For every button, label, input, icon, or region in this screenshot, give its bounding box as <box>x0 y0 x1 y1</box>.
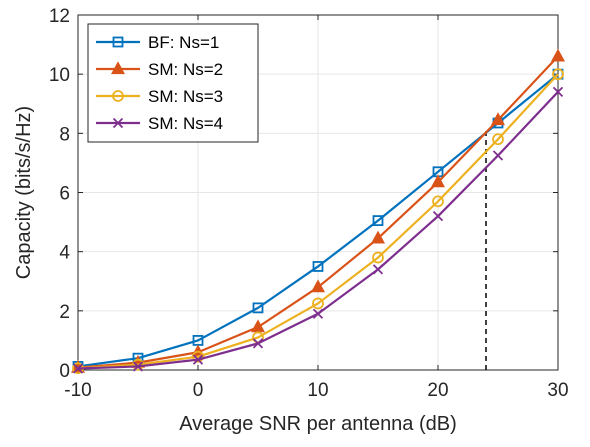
data-point <box>374 265 383 274</box>
y-tick-label: 2 <box>59 302 70 323</box>
legend-label: BF: Ns=1 <box>148 33 219 52</box>
y-tick-label: 0 <box>59 361 70 382</box>
y-tick-label: 12 <box>49 6 70 27</box>
y-tick-label: 4 <box>59 243 70 264</box>
legend: BF: Ns=1 SM: Ns=2 SM: Ns=3 SM: Ns=4 <box>88 24 258 142</box>
x-axis-title: Average SNR per antenna (dB) <box>179 413 457 435</box>
data-point <box>312 281 324 292</box>
y-tick-label: 6 <box>59 184 70 205</box>
legend-label: SM: Ns=2 <box>148 60 223 79</box>
x-tick-label: 30 <box>547 380 568 401</box>
data-point <box>494 151 503 160</box>
data-point <box>252 321 264 332</box>
y-tick-label: 10 <box>49 65 70 86</box>
x-tick-label: -10 <box>64 380 91 401</box>
x-tick-label: 10 <box>307 380 328 401</box>
legend-label: SM: Ns=3 <box>148 87 223 106</box>
y-axis-title: Capacity (bits/s/Hz) <box>13 106 35 279</box>
x-tick-label: 0 <box>193 380 204 401</box>
x-tick-label: 20 <box>427 380 448 401</box>
data-point <box>552 50 564 61</box>
y-tick-label: 8 <box>59 124 70 145</box>
legend-label: SM: Ns=4 <box>148 114 223 133</box>
